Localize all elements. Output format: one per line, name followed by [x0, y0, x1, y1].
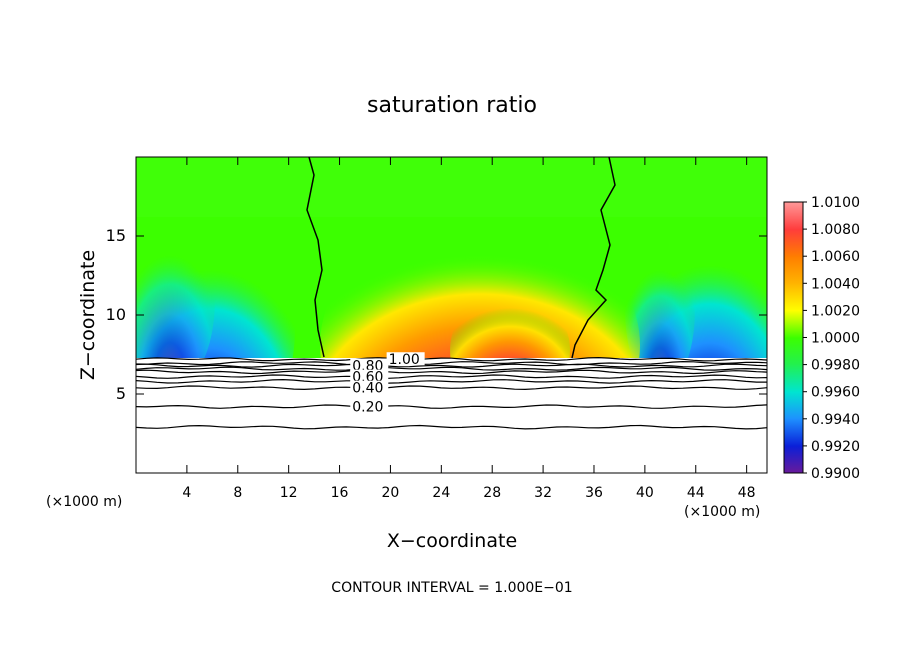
colorbar-segment — [784, 445, 803, 474]
x-unit-label-left: (×1000 m) — [46, 494, 122, 510]
contour-line — [135, 424, 768, 430]
contour-line — [135, 385, 768, 391]
y-axis: 5 10 15 — [106, 226, 767, 403]
colorbar-segment — [784, 418, 803, 447]
colorbar-segment — [784, 256, 803, 284]
x-tick-label: 12 — [280, 485, 298, 501]
colorbar-label: 0.9920 — [811, 439, 860, 455]
x-unit-label-right: (×1000 m) — [684, 504, 760, 520]
cold-region-right-inner — [625, 230, 695, 390]
colorbar-label: 0.9940 — [811, 412, 860, 428]
contour-label: 0.40 — [352, 381, 383, 397]
colorbar-segment — [784, 229, 803, 257]
contour-line — [135, 356, 768, 362]
contour-line — [135, 369, 768, 375]
colorbar-label: 1.0080 — [811, 222, 860, 238]
contour-lines — [135, 356, 768, 430]
x-tick-label: 4 — [182, 485, 191, 501]
colorbar-segment — [784, 364, 803, 393]
colorbar-segment — [784, 202, 803, 230]
colorbar-segment — [784, 391, 803, 420]
saturation-line-left — [306, 156, 325, 358]
x-tick-label: 24 — [432, 485, 450, 501]
y-tick-label: 15 — [106, 226, 126, 245]
x-tick-label: 36 — [585, 485, 603, 501]
x-tick-label: 28 — [483, 485, 501, 501]
x-tick-label: 20 — [382, 485, 400, 501]
cold-region-left-outer — [136, 210, 215, 390]
contour-label-bg — [386, 352, 425, 366]
x-axis-title: X−coordinate — [387, 530, 517, 552]
x-tick-label: 8 — [233, 485, 242, 501]
x-tick-label: 44 — [687, 485, 705, 501]
x-tick-label: 32 — [534, 485, 552, 501]
colorbar-segment — [784, 310, 803, 338]
contour-line — [135, 378, 767, 384]
colorbar: 1.0100 1.0080 1.0060 1.0040 1.0020 1.0000 0.99… — [783, 195, 860, 482]
colorbar-segment — [784, 283, 803, 311]
saturation-line-right — [571, 156, 616, 359]
y-tick-label: 5 — [116, 384, 126, 403]
y-axis-title: Z−coordinate — [77, 250, 99, 380]
y-tick-label: 10 — [106, 305, 126, 324]
field-upper-green — [136, 157, 767, 217]
contour-interval-footer: CONTOUR INTERVAL = 1.000E−01 — [331, 580, 572, 596]
chart-title: saturation ratio — [367, 93, 537, 118]
contour-field — [136, 157, 767, 473]
contour-label-bg — [350, 358, 389, 372]
colorbar-label: 1.0040 — [811, 276, 860, 292]
colorbar-label: 0.9900 — [811, 466, 860, 482]
contour-labels: 1.000.800.600.400.20 — [350, 352, 425, 416]
contour-line — [135, 404, 768, 409]
contour-line — [135, 366, 768, 371]
contour-line — [135, 374, 768, 379]
colorbar-label: 1.0020 — [811, 303, 860, 319]
colorbar-label: 1.0060 — [811, 249, 860, 265]
contour-label-bg — [350, 380, 389, 394]
contour-line — [135, 360, 768, 366]
x-tick-label: 40 — [636, 485, 654, 501]
x-axis: 4 8 12 16 20 24 28 32 36 40 44 48 — [182, 157, 756, 501]
contour-label-bg — [350, 369, 389, 383]
colorbar-label: 0.9960 — [811, 385, 860, 401]
unsaturated-area — [136, 358, 767, 473]
contour-label-bg — [350, 399, 389, 413]
colorbar-label: 1.0000 — [811, 331, 860, 347]
contour-label: 0.20 — [352, 400, 383, 416]
x-tick-label: 48 — [738, 485, 756, 501]
colorbar-label: 0.9980 — [811, 358, 860, 374]
colorbar-segment — [784, 337, 803, 366]
colorbar-label: 1.0100 — [811, 195, 860, 211]
contour-label: 1.00 — [389, 352, 420, 368]
contour-line — [135, 363, 768, 368]
x-tick-label: 16 — [331, 485, 349, 501]
